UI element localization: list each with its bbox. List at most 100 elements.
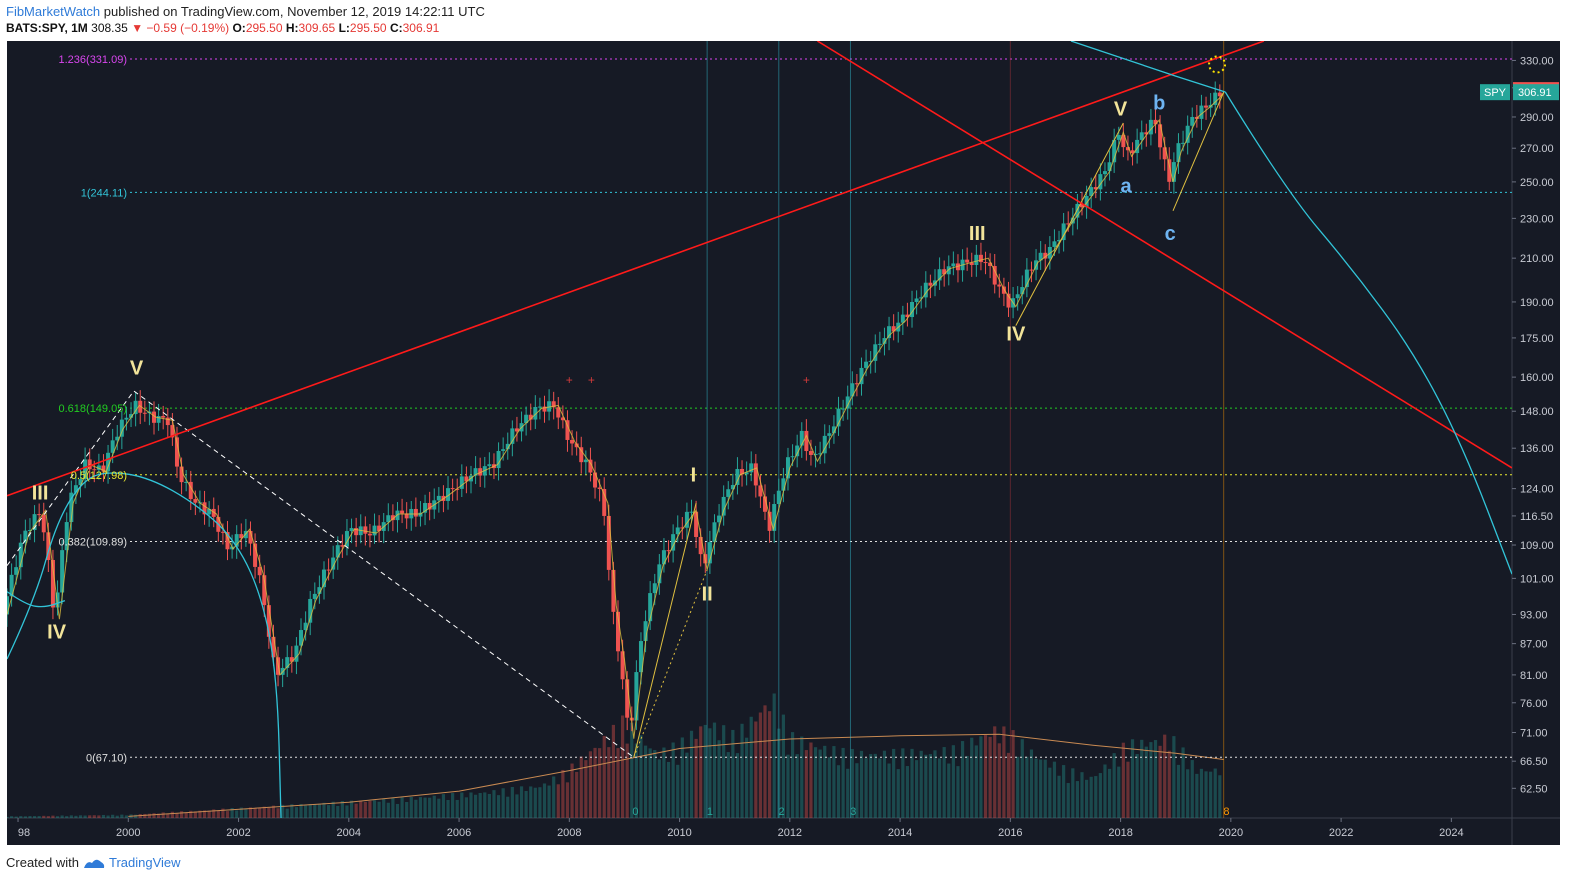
- y-tick-label: 93.00: [1520, 609, 1548, 621]
- x-tick-label: 2012: [778, 827, 802, 839]
- tradingview-link[interactable]: TradingView: [108, 855, 181, 870]
- volume-bar: [304, 805, 308, 818]
- time-arc: [1070, 41, 1226, 93]
- volume-bar: [951, 745, 955, 818]
- volume-bar: [492, 790, 496, 818]
- volume-bar: [1084, 779, 1089, 818]
- candle-body: [326, 569, 331, 571]
- volume-bar: [607, 747, 611, 818]
- volume-bar: [441, 794, 446, 818]
- volume-bar: [905, 766, 910, 818]
- volume-bar: [988, 736, 992, 818]
- volume-bar: [565, 782, 570, 818]
- candle-body: [459, 476, 464, 489]
- candle-body: [142, 412, 147, 414]
- volume-bar: [671, 742, 675, 818]
- publish-info: FibMarketWatch published on TradingView.…: [6, 4, 485, 19]
- volume-bar: [712, 722, 717, 818]
- volume-bar: [1103, 764, 1107, 818]
- volume-bar: [51, 815, 55, 818]
- candle-body: [1125, 147, 1130, 151]
- y-tick-label: 250.00: [1520, 177, 1554, 189]
- candle-body: [225, 532, 230, 550]
- candle-body: [524, 414, 529, 424]
- volume-bar: [1163, 734, 1167, 818]
- volume-bar: [1181, 747, 1185, 818]
- candle-body: [827, 433, 832, 436]
- candle-body: [864, 361, 869, 368]
- volume-bar: [864, 758, 868, 818]
- candle-body: [119, 419, 124, 437]
- time-arc: [7, 591, 66, 608]
- volume-bar: [901, 748, 905, 818]
- candle-body: [574, 443, 579, 448]
- volume-bar: [152, 813, 156, 818]
- symbol-legend: BATS:SPY, 1M 308.35 ▼ −0.59 (−0.19%) O:2…: [6, 21, 439, 35]
- volume-bar: [997, 743, 1001, 818]
- volume-bar: [1011, 730, 1015, 818]
- volume-bar: [230, 807, 234, 818]
- candle-body: [937, 269, 942, 281]
- volume-bar: [1066, 783, 1070, 818]
- volume-bar: [432, 795, 436, 818]
- volume-bar: [827, 757, 831, 818]
- candle-body: [790, 456, 795, 458]
- candle-body: [64, 522, 69, 551]
- candle-body: [565, 420, 570, 440]
- y-tick-label: 175.00: [1520, 333, 1554, 345]
- volume-bar: [910, 748, 914, 818]
- volume-bar: [423, 797, 427, 818]
- volume-bar: [662, 747, 666, 818]
- open-label: O:: [232, 21, 246, 35]
- author-link[interactable]: FibMarketWatch: [6, 4, 101, 19]
- volume-bar: [161, 812, 165, 818]
- volume-bar: [823, 745, 827, 818]
- volume-bar: [175, 813, 179, 818]
- candle-body: [675, 527, 680, 535]
- volume-bar: [483, 792, 487, 818]
- candle-body: [331, 557, 336, 570]
- volume-bar: [106, 815, 110, 818]
- candle-body: [634, 672, 639, 721]
- volume-bar: [625, 743, 629, 818]
- candle-body: [1181, 142, 1186, 144]
- volume-bar: [464, 797, 469, 818]
- volume-bar: [685, 752, 689, 818]
- volume-bar: [166, 813, 170, 818]
- candle-body: [78, 479, 83, 486]
- wave-connector-line: [633, 502, 697, 758]
- volume-bar: [111, 814, 115, 818]
- volume-bar: [616, 748, 620, 818]
- x-tick-label: 2022: [1329, 827, 1353, 839]
- y-tick-label: 136.00: [1520, 443, 1554, 455]
- candle-body: [919, 297, 924, 299]
- candles: [7, 81, 1222, 732]
- volume-bar: [1075, 781, 1080, 818]
- volume-bar: [639, 735, 643, 818]
- candle-body: [661, 550, 666, 565]
- candle-body: [174, 437, 179, 467]
- candle-body: [1148, 119, 1153, 135]
- volume-bar: [359, 800, 363, 818]
- candle-body: [455, 488, 460, 490]
- volume-bar: [1144, 746, 1148, 818]
- volume-bar: [1080, 772, 1084, 818]
- volume-bar: [235, 810, 239, 818]
- candle-body: [1153, 119, 1158, 125]
- volume-bar: [212, 809, 216, 818]
- candle-body: [822, 435, 827, 454]
- candle-body: [299, 630, 304, 646]
- volume-bar: [924, 754, 928, 818]
- candle-body: [767, 511, 772, 531]
- volume-bar: [198, 810, 202, 818]
- volume-bar: [630, 722, 634, 818]
- volume-bar: [65, 816, 69, 818]
- candle-body: [55, 592, 60, 608]
- volume-bar: [1213, 768, 1217, 818]
- candle-body: [220, 531, 225, 533]
- volume-moving-average: [128, 733, 1224, 817]
- volume-bar: [1016, 756, 1020, 818]
- footer-prefix: Created with: [6, 855, 79, 870]
- volume-bar: [9, 816, 14, 818]
